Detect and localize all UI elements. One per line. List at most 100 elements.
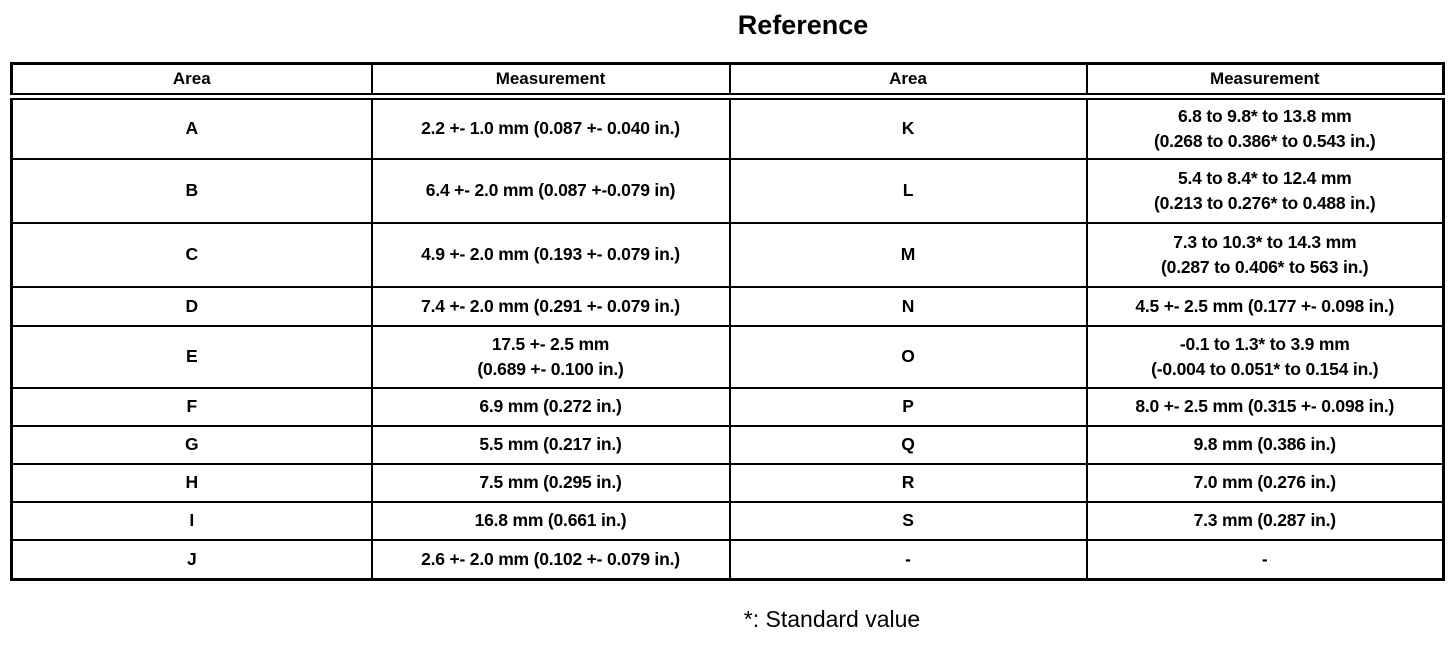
cell-line: -0.1 to 1.3* to 3.9 mm [1179, 333, 1350, 354]
cell-line: P [902, 396, 914, 416]
cell-line: - [905, 548, 911, 569]
cell-line: (0.213 to 0.276* to 0.488 in.) [1153, 192, 1376, 213]
area-cell: I [10, 500, 373, 541]
area-cell: S [728, 500, 1088, 541]
column-header-area-left: Area [10, 62, 373, 100]
measurement-cell: 2.2 +- 1.0 mm (0.087 +- 0.040 in.) [370, 95, 731, 160]
reference-table: Area Measurement Area Measurement A 2.2 +… [10, 62, 1445, 581]
cell-line: 9.8 mm (0.386 in.) [1193, 434, 1336, 454]
cell-line: R [901, 472, 915, 492]
cell-line: 17.5 +- 2.5 mm [491, 333, 610, 354]
measurement-cell: 7.3 to 10.3* to 14.3 mm (0.287 to 0.406* … [1085, 221, 1445, 288]
area-cell: M [728, 221, 1088, 288]
cell-line: 7.3 mm (0.287 in.) [1193, 510, 1336, 530]
measurement-cell: 16.8 mm (0.661 in.) [370, 500, 731, 541]
cell-line: H [185, 472, 199, 492]
area-cell: B [10, 157, 373, 224]
column-header-measurement-right: Measurement [1085, 62, 1445, 100]
measurement-cell: 4.9 +- 2.0 mm (0.193 +- 0.079 in.) [370, 221, 731, 288]
table-body: A 2.2 +- 1.0 mm (0.087 +- 0.040 in.) K 6.8 … [10, 95, 1445, 581]
cell-line: J [186, 548, 197, 569]
area-cell: D [10, 285, 373, 327]
measurement-cell: 4.5 +- 2.5 mm (0.177 +- 0.098 in.) [1085, 285, 1445, 327]
area-cell: C [10, 221, 373, 288]
cell-line: 4.5 +- 2.5 mm (0.177 +- 0.098 in.) [1135, 295, 1395, 316]
area-cell: G [10, 424, 373, 465]
cell-line: N [901, 295, 915, 316]
measurement-cell: 2.6 +- 2.0 mm (0.102 +- 0.079 in.) [370, 538, 731, 581]
measurement-cell: 9.8 mm (0.386 in.) [1085, 424, 1445, 465]
page-title: Reference [737, 10, 869, 40]
area-cell: R [728, 462, 1088, 503]
cell-line: 7.4 +- 2.0 mm (0.291 +- 0.079 in.) [421, 295, 680, 316]
column-header-measurement-left: Measurement [370, 62, 731, 100]
cell-line: D [185, 295, 199, 316]
cell-line: 5.5 mm (0.217 in.) [479, 434, 622, 454]
cell-line: (0.268 to 0.386* to 0.543 in.) [1153, 130, 1376, 151]
area-cell: P [728, 386, 1088, 427]
cell-line: Q [901, 434, 915, 454]
measurement-cell: 7.0 mm (0.276 in.) [1085, 462, 1445, 503]
area-cell: K [728, 95, 1088, 160]
cell-line: (0.689 +- 0.100 in.) [477, 358, 624, 379]
table-row: B 6.4 +- 2.0 mm (0.087 +-0.079 in) L 5.4 to… [10, 157, 1445, 224]
area-cell: N [728, 285, 1088, 327]
cell-line: I [189, 510, 195, 530]
area-cell: J [10, 538, 373, 581]
cell-line: C [185, 244, 199, 264]
measurement-cell: 6.8 to 9.8* to 13.8 mm (0.268 to 0.386* t… [1085, 95, 1445, 160]
area-cell: H [10, 462, 373, 503]
area-cell: L [728, 157, 1088, 224]
table-row: H 7.5 mm (0.295 in.) R 7.0 mm (0.276 in.) [10, 462, 1445, 503]
measurement-cell: 5.4 to 8.4* to 12.4 mm (0.213 to 0.276* t… [1085, 157, 1445, 224]
cell-line: 2.2 +- 1.0 mm (0.087 +- 0.040 in.) [421, 118, 680, 139]
table-row: F 6.9 mm (0.272 in.) P 8.0 +- 2.5 mm (0.315… [10, 386, 1445, 427]
cell-line: - [1261, 548, 1268, 569]
cell-line: B [185, 180, 199, 200]
cell-line: F [186, 396, 198, 416]
cell-line: 7.5 mm (0.295 in.) [479, 472, 622, 492]
cell-line: 6.4 +- 2.0 mm (0.087 +-0.079 in) [425, 180, 676, 200]
cell-line: K [901, 118, 915, 139]
area-cell: Q [728, 424, 1088, 465]
area-cell: O [728, 324, 1088, 389]
cell-line: 4.9 +- 2.0 mm (0.193 +- 0.079 in.) [421, 244, 680, 264]
cell-line: 6.9 mm (0.272 in.) [479, 396, 622, 416]
cell-line: M [900, 244, 916, 264]
cell-line: 7.0 mm (0.276 in.) [1193, 472, 1336, 492]
table-row: A 2.2 +- 1.0 mm (0.087 +- 0.040 in.) K 6.8 … [10, 95, 1445, 160]
table-header-row: Area Measurement Area Measurement [10, 62, 1445, 100]
cell-line: G [185, 434, 199, 454]
cell-line: E [186, 346, 198, 366]
cell-line: 5.4 to 8.4* to 12.4 mm [1177, 167, 1352, 188]
cell-line: 7.3 to 10.3* to 14.3 mm [1173, 231, 1357, 252]
cell-line: O [901, 346, 915, 366]
measurement-cell: 5.5 mm (0.217 in.) [370, 424, 731, 465]
measurement-cell: 7.4 +- 2.0 mm (0.291 +- 0.079 in.) [370, 285, 731, 327]
table-row: I 16.8 mm (0.661 in.) S 7.3 mm (0.287 in.) [10, 500, 1445, 541]
table-row: C 4.9 +- 2.0 mm (0.193 +- 0.079 in.) M 7.3 … [10, 221, 1445, 288]
table-row: E 17.5 +- 2.5 mm (0.689 +- 0.100 in.) O -0.1… [10, 324, 1445, 389]
area-cell: - [728, 538, 1088, 581]
cell-line: L [902, 180, 914, 200]
measurement-cell: 17.5 +- 2.5 mm (0.689 +- 0.100 in.) [370, 324, 731, 389]
cell-line: 16.8 mm (0.661 in.) [474, 510, 627, 530]
cell-line: A [185, 118, 199, 139]
cell-line: (0.287 to 0.406* to 563 in.) [1161, 256, 1369, 277]
measurement-cell: - [1085, 538, 1445, 581]
measurement-cell: 8.0 +- 2.5 mm (0.315 +- 0.098 in.) [1085, 386, 1445, 427]
measurement-cell: -0.1 to 1.3* to 3.9 mm (-0.004 to 0.051* … [1085, 324, 1445, 389]
area-cell: A [10, 95, 373, 160]
measurement-cell: 7.3 mm (0.287 in.) [1085, 500, 1445, 541]
cell-line: 8.0 +- 2.5 mm (0.315 +- 0.098 in.) [1135, 396, 1395, 416]
area-cell: E [10, 324, 373, 389]
measurement-cell: 6.9 mm (0.272 in.) [370, 386, 731, 427]
cell-line: 6.8 to 9.8* to 13.8 mm [1177, 105, 1352, 126]
cell-line: S [902, 510, 914, 530]
cell-line: (-0.004 to 0.051* to 0.154 in.) [1151, 358, 1379, 379]
table-row: J 2.6 +- 2.0 mm (0.102 +- 0.079 in.) - - [10, 538, 1445, 581]
column-header-area-right: Area [728, 62, 1088, 100]
table-row: D 7.4 +- 2.0 mm (0.291 +- 0.079 in.) N 4.5 … [10, 285, 1445, 327]
measurement-cell: 6.4 +- 2.0 mm (0.087 +-0.079 in) [370, 157, 731, 224]
